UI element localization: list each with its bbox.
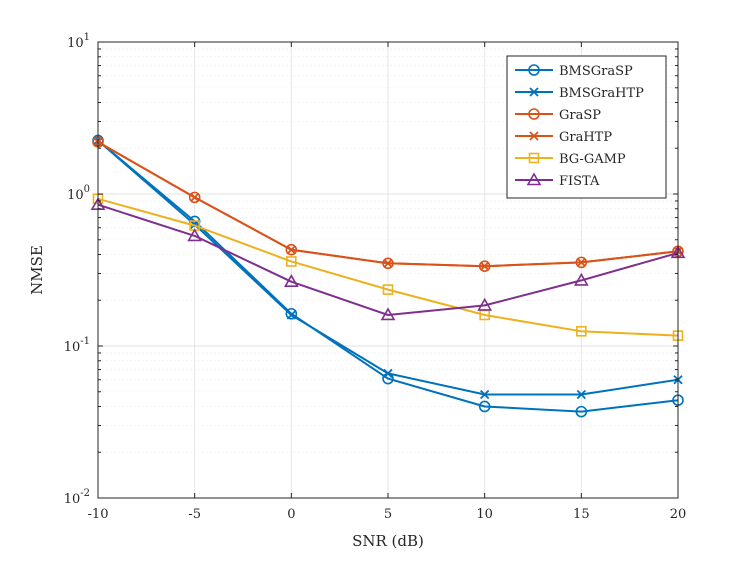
data-point-bmsgrahtp xyxy=(286,310,296,320)
data-point-bg-gamp xyxy=(382,284,394,295)
legend-label-bmsgrasp: BMSGraSP xyxy=(559,64,633,79)
legend-marker-bmsgrahtp-shape xyxy=(529,87,539,97)
x-tick-label: 0 xyxy=(287,507,295,522)
legend-marker-bg-gamp xyxy=(528,152,540,164)
legend-marker-grasp xyxy=(528,108,540,120)
data-point-bmsgrahtp-shape xyxy=(383,368,393,379)
data-point-grahtp xyxy=(480,261,490,271)
data-point-bmsgrasp xyxy=(478,400,491,413)
legend-item-grahtp: GraHTP xyxy=(515,130,612,145)
series-line-bg-gamp xyxy=(97,197,679,337)
data-point-fista-shape xyxy=(380,307,396,321)
legend-marker-bmsgrasp xyxy=(528,64,540,76)
data-point-grahtp xyxy=(576,257,586,268)
legend-label-fista: FISTA xyxy=(559,174,600,189)
data-point-fista-shape xyxy=(477,297,493,311)
legend-marker-bg-gamp-shape xyxy=(528,152,540,164)
legend-marker-bmsgrasp-shape xyxy=(528,64,540,76)
y-tick-label: 100 xyxy=(67,184,90,203)
x-tick-label: -5 xyxy=(188,507,201,522)
x-tick-label: 5 xyxy=(384,507,392,522)
x-tick-label: 15 xyxy=(573,507,590,522)
data-point-fista-shape xyxy=(283,274,299,287)
legend-marker-fista xyxy=(526,172,542,186)
data-point-bmsgrahtp-shape xyxy=(576,389,586,400)
legend-marker-bmsgrahtp xyxy=(529,87,539,97)
legend-label-grahtp: GraHTP xyxy=(559,130,612,145)
legend-item-bmsgrasp: BMSGraSP xyxy=(515,64,633,79)
series-line-fista xyxy=(97,203,679,316)
data-point-bmsgrasp xyxy=(575,405,588,418)
x-tick-label: 10 xyxy=(476,507,493,522)
data-point-bg-gamp xyxy=(286,256,297,267)
data-point-bmsgrahtp-shape xyxy=(286,310,296,320)
y-axis-label: NMSE xyxy=(28,245,46,295)
y-tick-label: 101 xyxy=(67,32,90,51)
data-point-bmsgrasp-shape xyxy=(575,405,588,418)
data-point-fista xyxy=(477,297,493,311)
data-point-bmsgrasp xyxy=(285,307,298,320)
data-point-bmsgrasp-shape xyxy=(285,307,298,320)
data-point-fista xyxy=(573,272,589,286)
data-point-fista xyxy=(187,228,203,242)
legend-marker-grahtp-shape xyxy=(529,131,539,141)
data-point-fista-shape xyxy=(187,228,203,242)
data-point-grahtp xyxy=(190,192,200,203)
legend-marker-fista-shape xyxy=(526,172,542,186)
data-point-grasp-shape xyxy=(188,191,201,204)
data-point-bmsgrahtp-shape xyxy=(480,389,490,400)
data-point-bmsgrahtp xyxy=(383,368,393,379)
axis-ticks: -10 -5 0 5 10 15 20 10-2 10-1 100 101 xyxy=(64,32,687,522)
data-point-grahtp xyxy=(286,245,296,255)
legend-item-bg-gamp: BG-GAMP xyxy=(515,152,626,167)
data-point-grasp xyxy=(188,191,201,204)
x-axis-label: SNR (dB) xyxy=(352,532,424,550)
series-bg-gamp xyxy=(92,193,684,341)
legend-label-bmsgrahtp: BMSGraHTP xyxy=(559,86,644,101)
x-tick-label: 20 xyxy=(670,507,687,522)
y-tick-label: 10-1 xyxy=(64,336,90,355)
data-point-bg-gamp-shape xyxy=(286,256,297,267)
data-point-bg-gamp xyxy=(576,325,587,337)
legend-item-bmsgrahtp: BMSGraHTP xyxy=(515,86,644,101)
data-point-fista xyxy=(380,307,396,321)
legend-label-grasp: GraSP xyxy=(559,108,601,123)
legend-label-bg-gamp: BG-GAMP xyxy=(559,152,626,167)
data-point-grahtp xyxy=(383,258,393,268)
legend-item-fista: FISTA xyxy=(515,172,600,189)
data-point-bg-gamp-shape xyxy=(382,284,394,295)
data-point-grahtp-shape xyxy=(576,257,586,268)
legend-item-grasp: GraSP xyxy=(515,108,601,123)
data-point-bmsgrahtp xyxy=(480,389,490,400)
data-point-bmsgrahtp xyxy=(576,389,586,400)
x-tick-label: -10 xyxy=(88,507,109,522)
data-point-grahtp-shape xyxy=(190,192,200,203)
y-tick-label: 10-2 xyxy=(64,488,90,507)
data-point-fista-shape xyxy=(573,272,589,286)
legend: BMSGraSP BMSGraHTP GraSP GraHTP BG-GAMP FISTA xyxy=(506,55,667,199)
data-point-grahtp-shape xyxy=(286,245,296,255)
legend-marker-grasp-shape xyxy=(528,108,540,120)
legend-marker-grahtp xyxy=(529,131,539,141)
data-point-grahtp-shape xyxy=(480,261,490,271)
data-point-bg-gamp-shape xyxy=(576,325,587,337)
data-point-bmsgrasp-shape xyxy=(478,400,491,413)
data-point-grahtp-shape xyxy=(383,258,393,268)
data-point-fista xyxy=(283,274,299,287)
